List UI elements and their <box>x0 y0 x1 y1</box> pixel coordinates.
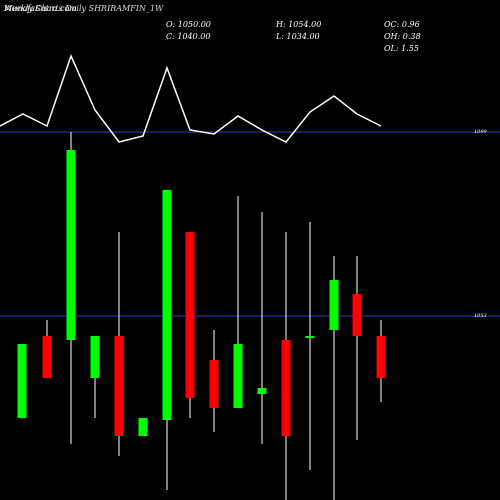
candle-body <box>209 360 219 408</box>
candle-body <box>257 388 267 394</box>
ohlc-oc: OC: 0.96 <box>384 20 420 29</box>
candle-body <box>185 232 195 398</box>
ohlc-open: O: 1050.00 <box>166 20 211 29</box>
candle-body <box>329 280 339 330</box>
candles-group <box>17 132 386 500</box>
ohlc-high: H: 1054.00 <box>276 20 322 29</box>
ohlc-close: C: 1040.00 <box>166 32 211 41</box>
symbol-line: Weekly Charts Daily SHRIRAMFIN_1W <box>4 4 164 13</box>
candle-body <box>114 336 124 436</box>
hline-upper-label: 1099 <box>474 129 487 135</box>
candle-body <box>281 340 291 436</box>
candle-body <box>233 344 243 408</box>
candle-body <box>138 418 148 436</box>
candle-body <box>66 150 76 340</box>
candle-body <box>17 344 27 418</box>
hline-lower-label: 1053 <box>474 313 487 319</box>
candle-body <box>376 336 386 378</box>
ohlc-ol: OL: 1.55 <box>384 44 419 53</box>
candle-body <box>162 190 172 420</box>
candle-body <box>42 336 52 378</box>
indicator-line <box>0 53 382 143</box>
candle-body <box>90 336 100 378</box>
ohlc-oh: OH: 0.38 <box>384 32 421 41</box>
ohlc-low: L: 1034.00 <box>276 32 320 41</box>
candle-body <box>352 294 362 336</box>
watermark: MunafaSutra.com <box>4 4 77 13</box>
candle-body <box>305 336 315 338</box>
